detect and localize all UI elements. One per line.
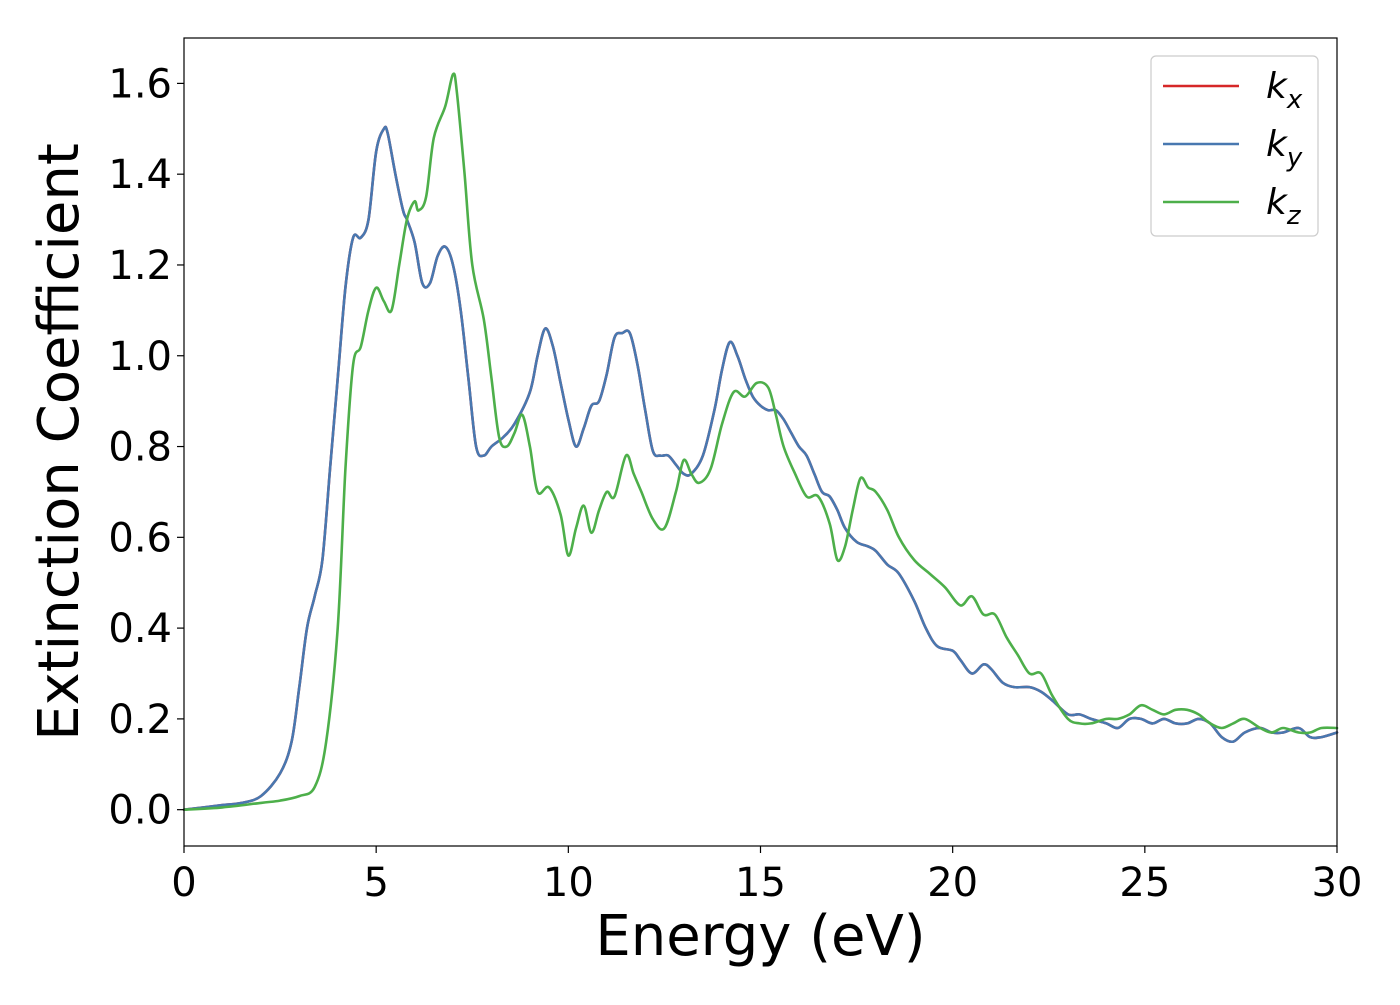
series-layer: [182, 72, 1339, 811]
x-tick-label: 25: [1119, 860, 1170, 906]
y-axis-ticks: 0.0 0.2 0.4 0.6 0.8 1.0 1.2 1.4 1.6: [108, 61, 184, 834]
y-axis-label: Extinction Coefficient: [27, 143, 92, 741]
y-tick-label: 0.0: [108, 788, 172, 834]
series-line-kz: [182, 72, 1339, 811]
legend-label-subscript: x: [1286, 85, 1303, 115]
y-tick-label: 0.2: [108, 697, 172, 743]
y-tick-label: 0.4: [108, 606, 172, 652]
y-tick-label: 1.4: [108, 152, 172, 198]
x-axis-ticks: 0 5 10 15 20 25 30: [171, 846, 1362, 906]
y-tick-label: 1.2: [108, 243, 172, 289]
y-tick-label: 0.6: [108, 515, 172, 561]
y-tick-label: 1.6: [108, 61, 172, 107]
y-tick-label: 0.8: [108, 425, 172, 471]
x-tick-label: 0: [171, 860, 196, 906]
x-tick-label: 20: [927, 860, 978, 906]
legend-box: [1150, 55, 1319, 237]
legend-label-subscript: z: [1286, 201, 1302, 231]
y-tick-label: 1.0: [108, 334, 172, 380]
x-tick-label: 30: [1312, 860, 1363, 906]
legend-label-subscript: y: [1286, 143, 1303, 173]
x-tick-label: 10: [543, 860, 594, 906]
x-tick-label: 5: [363, 860, 388, 906]
x-tick-label: 15: [735, 860, 786, 906]
x-axis-label: Energy (eV): [595, 904, 925, 969]
